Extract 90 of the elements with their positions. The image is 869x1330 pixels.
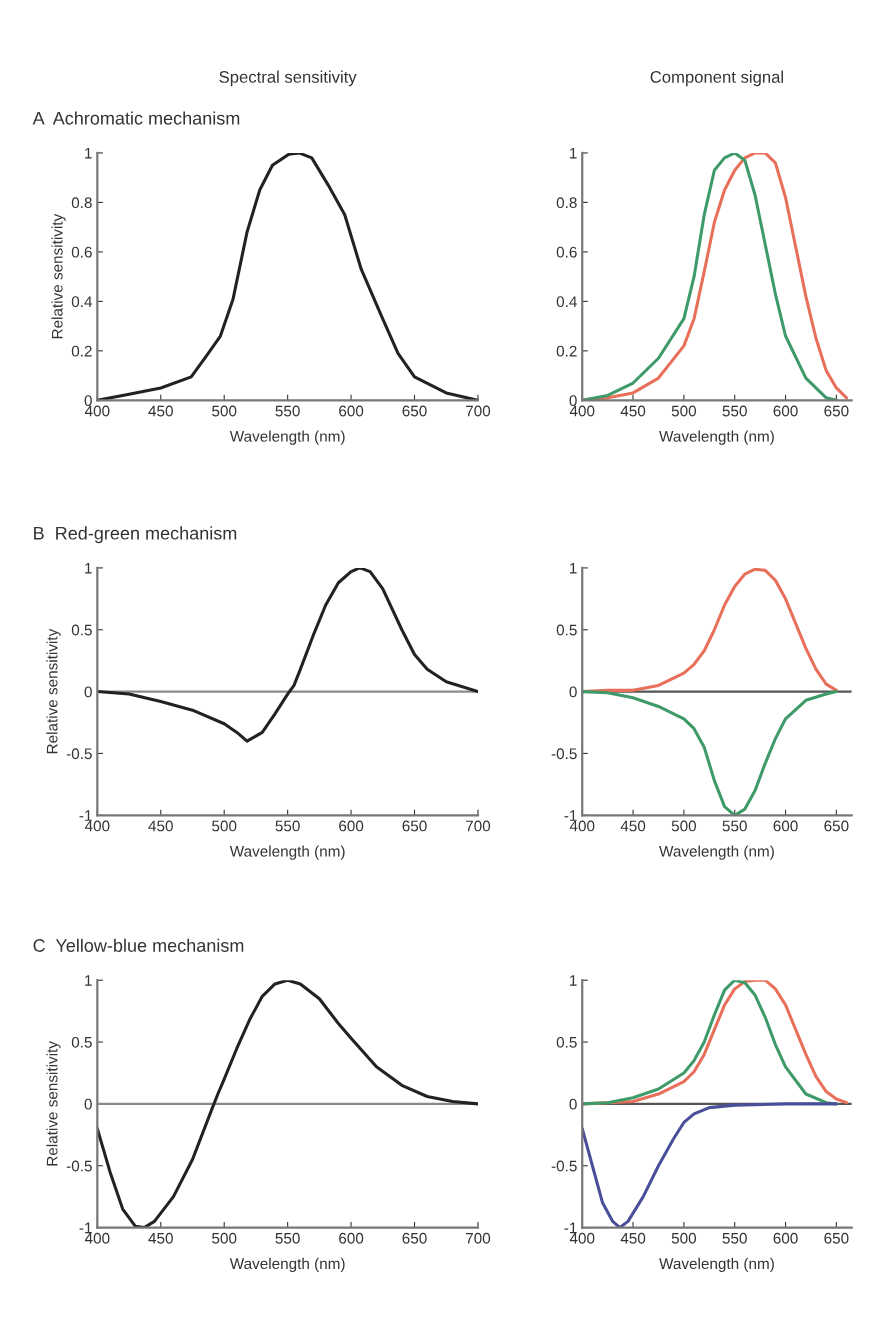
x-tick-label: 650: [402, 1232, 427, 1244]
x-tick-label: 500: [212, 1232, 237, 1244]
y-tick-label: 0.2: [71, 345, 92, 357]
x-tick-label: 550: [275, 820, 300, 832]
y-tick-label: 1: [570, 562, 577, 574]
chart-title: A Achromatic mechanism: [32, 111, 240, 125]
text: Component signal: [650, 70, 783, 87]
y-tick-label: 0: [569, 395, 577, 407]
y-tick-label: 1: [570, 147, 577, 159]
x-tick-label: 450: [620, 820, 646, 832]
x-tick-label: 450: [148, 1232, 173, 1244]
x-tick-label: 600: [339, 1232, 364, 1244]
y-tick-label: 0.4: [556, 296, 577, 308]
y-tick-label: 1: [570, 975, 577, 986]
x-axis-title: Wavelength (nm): [229, 1257, 345, 1273]
text: Spectral sensitivity: [219, 70, 357, 87]
x-tick-label: 700: [465, 405, 491, 417]
x-tick-label: 600: [339, 820, 364, 832]
y-tick-label: 0.5: [556, 1036, 577, 1048]
y-tick-label: 0.6: [71, 246, 92, 258]
x-tick-label: 400: [84, 405, 110, 417]
x-tick-label: 450: [620, 405, 646, 417]
x-tick-label: 650: [402, 405, 427, 417]
line-series: [582, 1102, 838, 1228]
x-axis-title: Wavelength (nm): [659, 845, 774, 860]
y-tick-label: 0.8: [556, 197, 577, 209]
x-tick-label: 450: [148, 820, 173, 832]
x-tick-label: 500: [671, 405, 697, 417]
x-axis-title: Wavelength (nm): [659, 1257, 774, 1273]
line-series: [97, 567, 478, 743]
y-tick-label: 1: [85, 975, 92, 986]
x-tick-label: 700: [465, 820, 491, 832]
x-tick-label: 400: [569, 405, 595, 417]
y-tick-label: 0.5: [71, 624, 92, 636]
y-tick-label: -0.5: [551, 748, 577, 760]
x-axis-title: Wavelength (nm): [229, 845, 345, 860]
line-series: [582, 690, 838, 816]
y-tick-label: 1: [85, 562, 92, 574]
y-tick-label: -1: [564, 1222, 577, 1234]
line-series: [97, 152, 478, 401]
x-tick-label: 550: [722, 1232, 747, 1244]
x-tick-label: 400: [84, 1232, 110, 1244]
x-axis-title: Wavelength (nm): [229, 430, 345, 445]
x-tick-label: 650: [824, 1232, 849, 1244]
y-tick-label: -1: [79, 810, 92, 821]
x-tick-label: 500: [212, 820, 237, 832]
x-tick-label: 450: [620, 1232, 646, 1244]
x-tick-label: 650: [402, 820, 427, 832]
x-tick-label: 700: [465, 1232, 491, 1244]
x-tick-label: 400: [569, 1232, 595, 1244]
y-tick-label: -0.5: [66, 748, 92, 760]
y-axis-title: Relative sensitivity: [51, 213, 66, 339]
x-tick-label: 500: [212, 405, 237, 417]
y-tick-label: 0.8: [71, 197, 92, 209]
line-series: [97, 980, 478, 1228]
y-tick-label: -0.5: [551, 1160, 577, 1172]
y-tick-label: 0: [84, 686, 92, 698]
chart-title: C Yellow-blue mechanism: [33, 938, 244, 952]
x-tick-label: 650: [824, 820, 849, 832]
y-tick-label: -1: [564, 810, 577, 821]
y-axis-title: Relative sensitivity: [46, 628, 61, 754]
y-tick-label: 0: [569, 1098, 577, 1110]
y-tick-label: -1: [79, 1222, 92, 1234]
y-tick-label: 0.5: [556, 624, 577, 636]
x-tick-label: 600: [339, 405, 364, 417]
x-tick-label: 600: [773, 405, 798, 417]
x-tick-label: 600: [773, 820, 798, 832]
x-tick-label: 550: [275, 1232, 300, 1244]
y-tick-label: 0.6: [556, 246, 577, 258]
y-tick-label: 0: [84, 395, 92, 407]
x-axis-title: Wavelength (nm): [659, 430, 774, 445]
y-tick-label: 0: [84, 1098, 92, 1110]
y-tick-label: 0.2: [556, 345, 577, 357]
chart-title: B Red-green mechanism: [34, 526, 237, 544]
x-tick-label: 650: [824, 405, 849, 417]
x-tick-label: 400: [569, 820, 595, 832]
y-tick-label: 0.4: [71, 296, 93, 308]
y-tick-label: -0.5: [66, 1160, 92, 1172]
x-tick-label: 550: [275, 405, 300, 417]
x-tick-label: 500: [671, 1232, 697, 1244]
x-tick-label: 450: [148, 405, 173, 417]
x-tick-label: 550: [722, 405, 747, 417]
y-tick-label: 0.5: [71, 1036, 92, 1048]
x-tick-label: 400: [84, 820, 110, 832]
y-tick-label: 0: [569, 686, 577, 698]
x-tick-label: 550: [722, 820, 747, 832]
y-tick-label: 1: [85, 147, 92, 159]
y-axis-title: Relative sensitivity: [46, 1041, 61, 1166]
x-tick-label: 500: [671, 820, 697, 832]
x-tick-label: 600: [773, 1232, 798, 1244]
